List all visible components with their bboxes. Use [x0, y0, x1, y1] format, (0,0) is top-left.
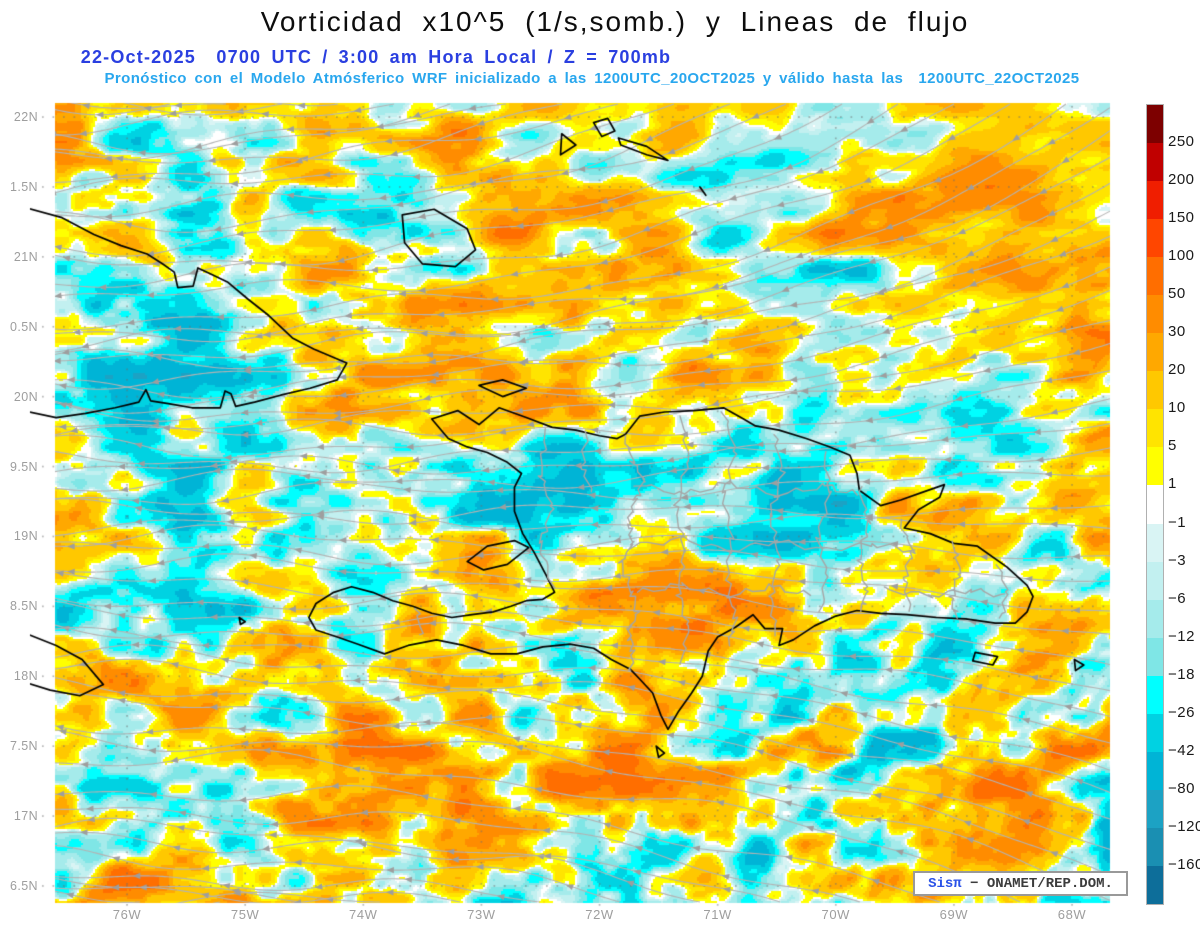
colorbar-band [1147, 523, 1163, 562]
colorbar-band [1147, 409, 1163, 448]
colorbar-band [1147, 447, 1163, 486]
model-init-line: Pronóstico con el Modelo Atmósferico WRF… [104, 70, 1080, 87]
colorbar-band [1147, 751, 1163, 790]
colorbar-label: −18 [1168, 665, 1195, 683]
colorbar-label: 250 [1168, 133, 1195, 151]
page-title: Vorticidad x10^5 (1/s,somb.) y Lineas de… [260, 6, 970, 37]
colorbar-band [1147, 675, 1163, 714]
y-axis-label: 1.5N [9, 179, 38, 194]
y-axis-label: 0.5N [9, 319, 38, 334]
colorbar-band [1147, 219, 1163, 258]
colorbar-band [1147, 257, 1163, 296]
colorbar-band [1147, 485, 1163, 524]
x-axis-label: 70W [821, 907, 851, 922]
colorbar-band [1147, 789, 1163, 828]
colorbar-label: −26 [1168, 703, 1195, 721]
y-axis-label: 18N [13, 669, 38, 684]
x-axis-label: 74W [348, 907, 378, 922]
valid-time-subtitle: 22-Oct-2025 0700 UTC / 3:00 am Hora Loca… [80, 47, 672, 67]
colorbar-band [1147, 295, 1163, 334]
colorbar-label: −42 [1168, 741, 1195, 759]
x-axis-label: 71W [703, 907, 732, 922]
colorbar-band [1147, 827, 1163, 866]
colorbar-label: 200 [1168, 171, 1195, 189]
y-axis-label: 6.5N [9, 878, 38, 893]
x-axis-label: 76W [112, 907, 142, 922]
colorbar-band [1147, 333, 1163, 372]
x-axis-label: 72W [585, 907, 614, 922]
y-axis-label: 19N [13, 529, 38, 544]
colorbar-label: −80 [1168, 779, 1195, 797]
colorbar-label: 5 [1168, 437, 1177, 455]
colorbar-band [1147, 181, 1163, 220]
colorbar-band [1147, 561, 1163, 600]
colorbar-band [1147, 713, 1163, 752]
colorbar-label: 100 [1168, 247, 1195, 265]
y-axis-label: 20N [13, 389, 38, 404]
colorbar-band [1147, 599, 1163, 638]
y-axis-label: 22N [13, 110, 38, 124]
colorbar-label: 50 [1168, 285, 1186, 303]
colorbar-label: −1 [1168, 513, 1187, 531]
y-axis-label: 17N [13, 809, 38, 823]
x-axis-label: 69W [939, 907, 969, 922]
x-axis-label: 75W [230, 907, 260, 922]
colorbar-label: −160 [1168, 855, 1200, 873]
colorbar-band [1147, 371, 1163, 410]
colorbar-band [1147, 865, 1163, 904]
colorbar-label: 1 [1168, 475, 1177, 493]
colorbar-label: 20 [1168, 361, 1186, 379]
x-axis-label: 68W [1057, 907, 1087, 922]
y-axis-label: 9.5N [9, 459, 38, 474]
colorbar-label: −6 [1168, 589, 1187, 607]
x-axis-label: 73W [467, 907, 496, 922]
colorbar-label: 30 [1168, 323, 1186, 341]
colorbar-label: 10 [1168, 399, 1186, 417]
colorbar-band [1147, 105, 1163, 144]
colorbar-band [1147, 143, 1163, 182]
y-axis-label: 21N [13, 249, 38, 264]
sispi-logo-text: Sisπ [928, 875, 962, 892]
onamet-watermark: Sisπ − ONAMET/REP.DOM. [913, 871, 1128, 896]
colorbar-label: −120 [1168, 817, 1200, 835]
colorbar-label: 150 [1168, 209, 1195, 227]
y-axis-label: 7.5N [9, 739, 38, 754]
colorbar-label: −12 [1168, 627, 1195, 645]
colorbar-label: −3 [1168, 551, 1187, 569]
colorbar-band [1147, 637, 1163, 676]
vorticity-colorbar [1146, 104, 1164, 905]
watermark-text: − ONAMET/REP.DOM. [961, 875, 1113, 892]
y-axis-label: 8.5N [9, 599, 38, 614]
